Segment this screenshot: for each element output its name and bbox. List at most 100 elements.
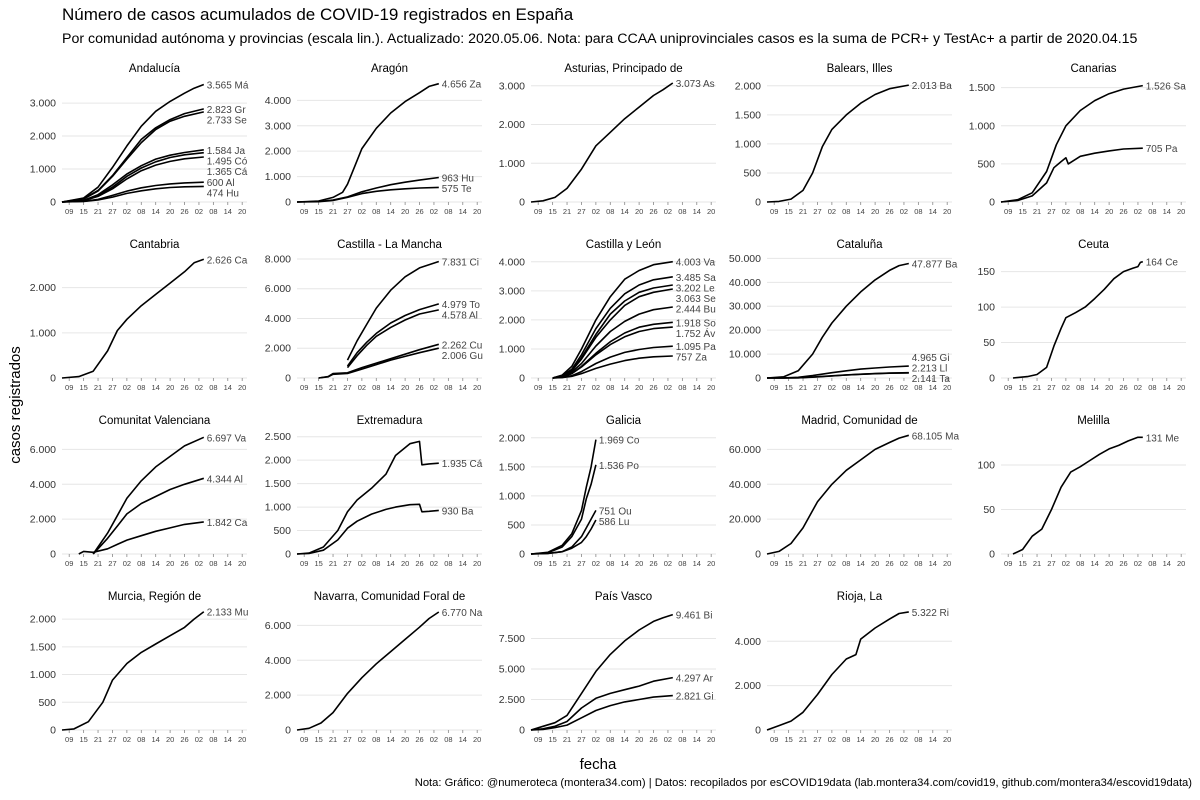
- x-tick-label: 02: [1062, 383, 1070, 392]
- x-tick-label: 20: [635, 735, 643, 744]
- x-tick-label: 15: [548, 735, 556, 744]
- y-tick-label: 500: [273, 525, 291, 537]
- x-tick-label: 09: [65, 207, 73, 216]
- y-tick-label: 500: [38, 697, 56, 709]
- y-tick-label: 1.500: [499, 461, 525, 473]
- x-tick-label: 14: [929, 559, 937, 568]
- x-tick-label: 15: [784, 735, 792, 744]
- x-tick-label: 20: [473, 383, 481, 392]
- x-tick-label: 09: [1004, 207, 1012, 216]
- x-tick-label: 20: [166, 559, 174, 568]
- series-line-2-733-se: [61, 111, 204, 203]
- x-tick-label: 26: [415, 735, 423, 744]
- x-tick-label: 14: [1091, 559, 1099, 568]
- x-tick-label: 20: [943, 735, 951, 744]
- x-tick-label: 21: [1033, 559, 1041, 568]
- x-tick-label: 02: [430, 559, 438, 568]
- x-tick-label: 02: [430, 735, 438, 744]
- x-tick-label: 14: [387, 735, 395, 744]
- x-tick-label: 02: [1134, 207, 1142, 216]
- x-tick-label: 08: [209, 559, 217, 568]
- series-end-label: 600 Al: [207, 178, 235, 189]
- series-line-4-656-za: [296, 82, 440, 203]
- x-tick-label: 20: [1177, 559, 1185, 568]
- x-tick-label: 08: [606, 559, 614, 568]
- x-tick-label: 15: [784, 383, 792, 392]
- x-tick-label: 02: [592, 559, 600, 568]
- panel-title: País Vasco: [595, 591, 652, 603]
- series-end-label: 751 Ou: [599, 506, 632, 517]
- x-tick-label: 02: [123, 207, 131, 216]
- x-tick-label: 20: [1105, 559, 1113, 568]
- panel-ceuta: Ceuta 0 50 100 150 09 15 21 27 02 08 14 20 26 02 08 14 20…: [977, 239, 1186, 392]
- x-tick-label: 27: [1047, 559, 1055, 568]
- panel-comunitat-valenciana: Comunitat Valenciana 0 2.000 4.000 6.000 09 15…: [30, 415, 248, 568]
- y-tick-label: 500: [977, 158, 995, 170]
- x-tick-label: 08: [678, 207, 686, 216]
- series-end-label: 2.213 Ll: [912, 364, 948, 375]
- x-tick-label: 26: [415, 559, 423, 568]
- x-tick-label: 09: [300, 207, 308, 216]
- series-line-4-003-va: [552, 260, 673, 379]
- x-tick-label: 08: [1076, 383, 1084, 392]
- x-tick-label: 08: [678, 383, 686, 392]
- y-tick-label: 6.000: [30, 444, 56, 456]
- series-end-label: 1.969 Co: [599, 436, 640, 447]
- x-tick-label: 20: [871, 559, 879, 568]
- series-end-label: 3.565 Má: [207, 80, 249, 91]
- x-tick-label: 15: [1018, 559, 1026, 568]
- series-line-930-ba: [296, 503, 439, 555]
- series-end-label: 1.752 Áv: [676, 327, 715, 340]
- x-tick-label: 14: [152, 207, 160, 216]
- y-tick-label: 30.000: [729, 301, 761, 313]
- x-tick-label: 08: [606, 383, 614, 392]
- x-tick-label: 14: [857, 207, 865, 216]
- series-line-6-697-va: [92, 436, 205, 555]
- y-tick-label: 2.000: [30, 282, 56, 294]
- x-tick-label: 20: [473, 735, 481, 744]
- y-tick-label: 20.000: [729, 514, 761, 526]
- x-tick-label: 20: [1177, 207, 1185, 216]
- x-tick-label: 15: [1018, 383, 1026, 392]
- series-end-label: 4.965 Gi: [912, 353, 950, 364]
- y-tick-label: 500: [507, 519, 525, 531]
- panel-andalucia: Andalucía 0 1.000 2.000 3.000 09 15 21 27 02 08 14 2…: [30, 63, 249, 216]
- y-tick-label: 0: [989, 373, 995, 385]
- y-tick-label: 2.000: [30, 614, 56, 626]
- x-tick-label: 09: [770, 207, 778, 216]
- x-tick-label: 27: [577, 207, 585, 216]
- panel-title: Canarias: [1070, 63, 1116, 75]
- x-tick-label: 20: [401, 383, 409, 392]
- x-tick-label: 27: [343, 559, 351, 568]
- y-tick-label: 0: [50, 373, 56, 385]
- series-line-1-495-co: [61, 151, 204, 203]
- x-tick-label: 20: [473, 559, 481, 568]
- x-tick-label: 09: [300, 383, 308, 392]
- x-tick-label: 20: [1105, 383, 1113, 392]
- x-tick-label: 26: [885, 207, 893, 216]
- x-tick-label: 21: [563, 207, 571, 216]
- y-tick-label: 40.000: [729, 479, 761, 491]
- x-tick-label: 14: [224, 559, 232, 568]
- x-tick-label: 15: [79, 559, 87, 568]
- x-tick-label: 14: [387, 383, 395, 392]
- panel-title: Balears, Illes: [827, 63, 893, 75]
- series-end-label: 4.656 Za: [442, 80, 482, 91]
- panel-pais-vasco: País Vasco 0 2.500 5.000 7.500 09 15 21 27 02 08 14…: [499, 591, 716, 744]
- x-tick-label: 15: [79, 383, 87, 392]
- series-end-label: 705 Pa: [1146, 144, 1178, 155]
- x-tick-label: 14: [1163, 383, 1171, 392]
- x-tick-label: 27: [1047, 207, 1055, 216]
- x-tick-label: 21: [563, 383, 571, 392]
- x-tick-label: 08: [209, 735, 217, 744]
- x-tick-label: 02: [1062, 559, 1070, 568]
- x-tick-label: 09: [65, 383, 73, 392]
- series-line-751-ou: [530, 510, 597, 555]
- series-end-label: 9.461 Bi: [676, 611, 713, 622]
- panel-balears-illes: Balears, Illes 0 500 1.000 1.500 2.000 09 15 21 2…: [735, 63, 953, 216]
- x-tick-label: 20: [1105, 207, 1113, 216]
- x-tick-label: 14: [929, 207, 937, 216]
- x-tick-label: 08: [372, 735, 380, 744]
- series-line-1-365-ca: [61, 156, 204, 203]
- x-tick-label: 21: [94, 207, 102, 216]
